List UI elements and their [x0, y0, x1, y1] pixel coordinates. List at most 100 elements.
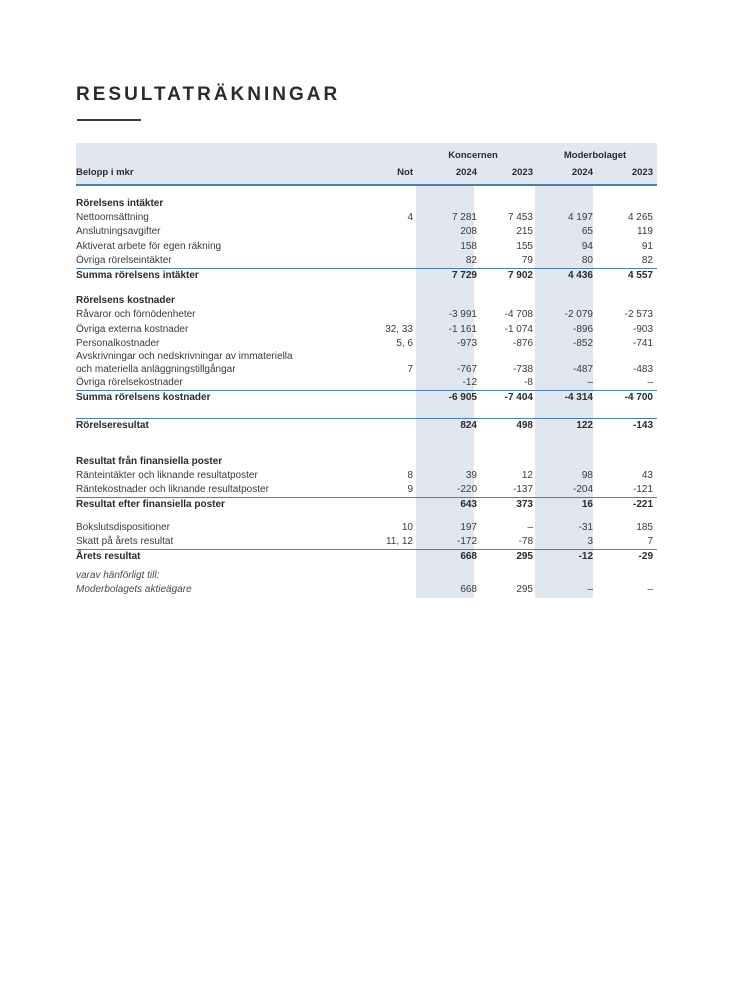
table-row: varav hänförligt till: — [76, 569, 657, 583]
value-cell: 4 557 — [627, 270, 653, 282]
value-cell: 373 — [516, 499, 533, 511]
value-cell: -896 — [572, 323, 593, 335]
note-ref-cell — [357, 419, 413, 433]
table-row: Övriga rörelsekostnader -12 -8 – – — [76, 376, 657, 390]
column-band-moderbolaget-2024 — [535, 186, 593, 598]
table-row: Summa rörelsens kostnader -6 905 -7 404 -4 … — [76, 390, 657, 405]
row-label: Räntekostnader och liknande resultatpost… — [76, 484, 269, 496]
note-ref-cell: 5, 6 — [396, 337, 413, 349]
value-cell: -143 — [632, 419, 653, 431]
value-cell: 98 — [581, 470, 593, 482]
value-cell: -852 — [572, 337, 593, 349]
value-cell: 4 436 — [567, 270, 593, 282]
note-ref-cell — [357, 240, 413, 254]
column-band-koncernen-2024 — [416, 186, 474, 598]
value-cell: 295 — [516, 584, 533, 596]
value-cell — [533, 294, 595, 308]
table-row: Resultat från finansiella poster — [76, 455, 657, 469]
table-row: Ränteintäkter och liknande resultatposte… — [76, 469, 657, 483]
value-cell — [413, 569, 477, 583]
table-row: Bokslutsdispositioner 10 197 – -31 185 — [76, 521, 657, 535]
value-cell: 122 — [576, 419, 593, 431]
note-ref-cell — [357, 197, 413, 211]
value-cell: -1 161 — [448, 323, 477, 335]
value-cell: 7 453 — [507, 212, 533, 224]
value-cell: -738 — [512, 363, 533, 375]
table-row: Årets resultat 668 295 -12 -29 — [76, 549, 657, 564]
value-cell: – — [647, 584, 653, 596]
row-label: Skatt på årets resultat — [76, 535, 174, 547]
column-group-koncernen: Koncernen — [448, 150, 498, 161]
table-row: Summa rörelsens intäkter 7 729 7 902 4 436 4… — [76, 268, 657, 283]
row-label: Bokslutsdispositioner — [76, 521, 170, 533]
row-label: Ränteintäkter och liknande resultatposte… — [76, 470, 258, 482]
value-cell — [595, 455, 657, 469]
not-column-header: Not — [397, 166, 413, 178]
table-row: Aktiverat arbete för egen räkning 158 155 9… — [76, 240, 657, 254]
row-spacer — [76, 406, 657, 418]
value-cell: 91 — [641, 240, 653, 252]
table-row: Resultat efter finansiella poster 643 373 1… — [76, 497, 657, 512]
note-ref-cell: 32, 33 — [385, 323, 413, 335]
note-ref-cell — [357, 269, 413, 283]
value-cell — [595, 197, 657, 211]
value-cell: 7 729 — [451, 270, 477, 282]
value-cell: 7 — [647, 535, 653, 547]
note-ref-cell — [357, 550, 413, 564]
value-cell: 80 — [581, 254, 593, 266]
table-row: Övriga externa kostnader 32, 33 -1 161 -1 0… — [76, 323, 657, 337]
value-cell — [533, 197, 595, 211]
value-cell: 498 — [516, 419, 533, 431]
value-cell — [533, 569, 595, 583]
note-ref-cell: 8 — [407, 470, 413, 482]
table-row: Anslutningsavgifter 208 215 65 119 — [76, 225, 657, 239]
note-ref-cell — [357, 455, 413, 469]
value-cell: 4 265 — [627, 212, 653, 224]
note-ref-cell: 10 — [401, 521, 413, 533]
value-cell: 39 — [465, 470, 477, 482]
value-cell — [413, 197, 477, 211]
row-label: Anslutningsavgifter — [76, 226, 161, 238]
row-label: Resultat efter finansiella poster — [76, 499, 225, 511]
value-cell: -487 — [572, 363, 593, 375]
note-ref-cell — [357, 376, 413, 390]
value-cell: 215 — [516, 226, 533, 238]
table-row: Råvaror och förnödenheter -3 991 -4 708 -2 … — [76, 308, 657, 322]
row-label: Summa rörelsens intäkter — [76, 270, 199, 282]
value-cell: 7 281 — [451, 212, 477, 224]
row-label: Övriga externa kostnader — [76, 323, 189, 335]
table-row: Rörelseresultat 824 498 122 -143 — [76, 417, 657, 433]
table-body: Rörelsens intäkter Nettoomsättning 4 7 281 7… — [76, 186, 657, 598]
value-cell: 43 — [641, 470, 653, 482]
row-label: Rörelseresultat — [76, 419, 149, 431]
note-ref-cell: 7 — [407, 363, 413, 375]
value-cell — [413, 294, 477, 308]
value-cell: -31 — [578, 521, 593, 533]
year-column-header-koncernen-2024: 2024 — [455, 166, 477, 178]
value-cell: -78 — [518, 535, 533, 547]
row-label: Summa rörelsens kostnader — [76, 392, 211, 404]
value-cell: -4 708 — [504, 309, 533, 321]
value-cell: -221 — [632, 499, 653, 511]
value-cell: 824 — [460, 419, 477, 431]
value-cell: – — [587, 377, 593, 389]
row-label: Årets resultat — [76, 551, 141, 563]
value-cell: -204 — [572, 484, 593, 496]
row-label: Råvaror och förnödenheter — [76, 309, 196, 321]
note-ref-cell — [357, 254, 413, 268]
value-cell: 4 197 — [567, 212, 593, 224]
year-column-header-moderbolaget-2023: 2023 — [631, 166, 653, 178]
note-ref-cell — [357, 498, 413, 512]
table-row: Räntekostnader och liknande resultatpost… — [76, 483, 657, 497]
value-cell: -7 404 — [504, 392, 533, 404]
note-ref-cell — [357, 308, 413, 322]
value-cell: -3 991 — [448, 309, 477, 321]
note-ref-cell — [357, 569, 413, 583]
value-cell: -12 — [462, 377, 477, 389]
value-cell: -29 — [638, 551, 653, 563]
value-cell: -767 — [456, 363, 477, 375]
value-cell — [595, 294, 657, 308]
value-cell — [595, 569, 657, 583]
row-label: Aktiverat arbete för egen räkning — [76, 240, 222, 252]
